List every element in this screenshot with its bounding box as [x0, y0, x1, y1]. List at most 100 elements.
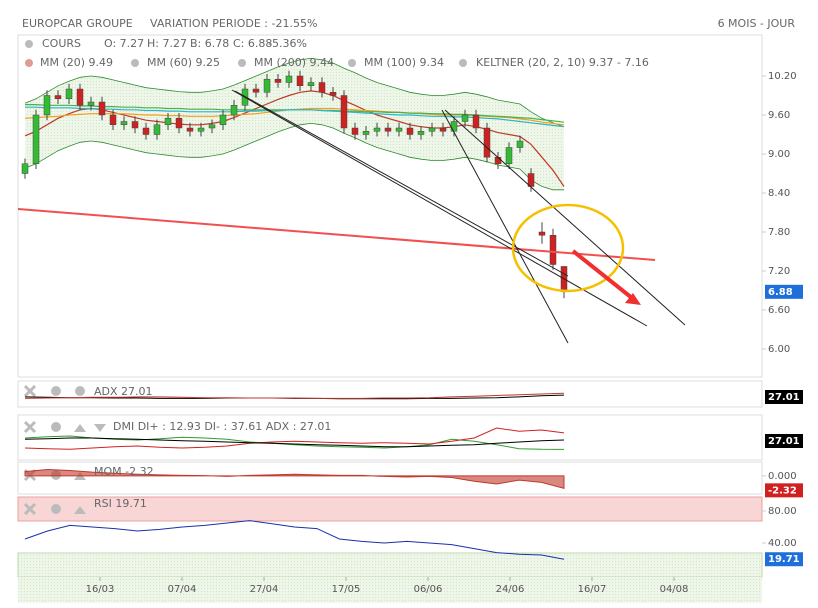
series-line — [24, 437, 565, 448]
series-line — [24, 435, 565, 450]
panel-label: RSI 19.71 — [94, 497, 147, 510]
annotations — [17, 89, 686, 344]
series-line — [24, 427, 565, 450]
candle-body — [494, 157, 502, 164]
value-tag: -2.32 — [768, 485, 797, 496]
y-tick-label: 9.60 — [768, 110, 790, 121]
mom-frame — [17, 461, 763, 495]
momentum-area — [24, 468, 565, 489]
candle-body — [109, 114, 117, 125]
value-tag: 27.01 — [768, 436, 800, 447]
value-tag-bg — [765, 483, 803, 498]
title: EUROPCAR GROUPE — [22, 17, 133, 30]
candle-body — [263, 79, 271, 93]
gear-icon — [348, 59, 356, 67]
legend-item: MM (20) 9.49 — [40, 56, 113, 69]
rsi-oversold — [17, 552, 763, 578]
candle-body — [483, 127, 491, 158]
y-tick-label: 80.00 — [768, 506, 797, 517]
candle-body — [76, 88, 84, 106]
candle-body — [340, 95, 348, 129]
x-tick-label: 06/06 — [414, 584, 443, 595]
y-tick-label: 7.20 — [768, 266, 790, 277]
y-tick-label: 9.00 — [768, 149, 790, 160]
y-tick-label: 6.00 — [768, 344, 790, 355]
main-frame — [17, 34, 763, 378]
legend-item: H: 7.27 — [147, 37, 187, 50]
candle-body — [142, 127, 150, 135]
candle-body — [98, 101, 106, 116]
legend-item: MM (60) 9.25 — [147, 56, 220, 69]
panel-icons — [23, 40, 467, 516]
arrow-icons — [74, 424, 106, 432]
value-tag: 19.71 — [768, 554, 800, 565]
candle-body — [296, 75, 304, 86]
gear-icon — [51, 422, 61, 432]
panel-label: DMI DI+ : 12.93 DI- : 37.61 ADX : 27.01 — [113, 420, 331, 433]
candle-body — [549, 235, 557, 265]
dmi-frame — [17, 414, 763, 461]
series-line — [24, 520, 565, 560]
value-tag: 6.88 — [768, 287, 793, 298]
gear-icon — [131, 59, 139, 67]
close-icon — [23, 502, 37, 516]
arrow-shaft — [571, 249, 634, 300]
candle-body — [417, 131, 425, 135]
legend-item: C: 6.88 — [233, 37, 272, 50]
candle-body — [230, 105, 238, 116]
candle-body — [472, 114, 480, 129]
x-tick-label: 27/04 — [250, 584, 279, 595]
legend-item: KELTNER (20, 2, 10) 9.37 - 7.16 — [476, 56, 649, 69]
candle-body — [318, 82, 326, 93]
candle-body — [131, 121, 139, 129]
highlight-ellipse — [511, 203, 625, 293]
x-tick-label: 04/08 — [660, 584, 689, 595]
candle-body — [208, 124, 216, 129]
trend-line — [441, 109, 569, 344]
candle-body — [175, 118, 183, 129]
y-tick-label: 6.60 — [768, 305, 790, 316]
series-line — [24, 122, 564, 191]
value-tag-bg — [765, 390, 803, 404]
close-icon — [23, 384, 37, 398]
candle-body — [351, 127, 359, 135]
candle-body — [186, 127, 194, 132]
candle-body — [461, 114, 469, 122]
candle-body — [505, 147, 513, 164]
gear-icon — [75, 386, 85, 396]
candle-body — [516, 140, 524, 148]
support-line — [17, 208, 656, 261]
close-icon — [23, 420, 37, 434]
candle-body — [65, 88, 73, 99]
y-tick-label: 7.80 — [768, 227, 790, 238]
legend-item: MM (100) 9.34 — [364, 56, 444, 69]
candle-body — [164, 118, 172, 125]
gear-icon — [25, 59, 33, 67]
candle-body — [54, 95, 62, 99]
arrow-icon — [74, 506, 86, 514]
value-tag-bg — [765, 284, 803, 299]
y-tick-label: 10.20 — [768, 71, 797, 82]
trend-line — [444, 109, 686, 326]
rsi-overbought — [17, 496, 763, 522]
candle-body — [120, 121, 128, 125]
x-tick-label: 16/07 — [578, 584, 607, 595]
candle-body — [274, 79, 282, 83]
marks: COURS O: 7.27 H: 7.27 B: 6.78 C: 6.88-5.36% M… — [21, 37, 803, 595]
x-axis-band — [18, 577, 762, 603]
candle-body — [285, 75, 293, 83]
candle-body — [384, 127, 392, 132]
gear-icon — [238, 59, 246, 67]
value-tag-bg — [765, 434, 803, 448]
gear-icon — [51, 386, 61, 396]
y-tick-label: 0.000 — [768, 471, 797, 482]
candle-body — [428, 127, 436, 132]
candle-body — [538, 231, 546, 236]
x-tick-label: 07/04 — [168, 584, 197, 595]
x-tick-label: 17/05 — [332, 584, 361, 595]
candle-body — [21, 163, 29, 174]
x-tick-label: 24/06 — [496, 584, 525, 595]
x-tick-label: 16/03 — [86, 584, 115, 595]
candle-body — [450, 121, 458, 132]
